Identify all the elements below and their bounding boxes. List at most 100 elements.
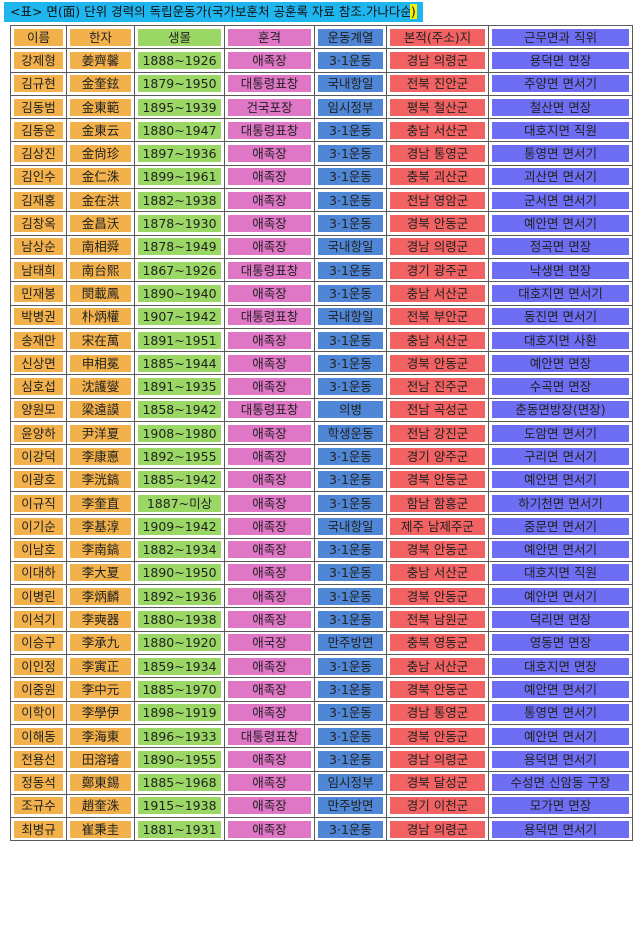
name-text: 이승구 xyxy=(14,634,63,652)
name-text: 강제형 xyxy=(14,51,63,69)
award-text: 애족장 xyxy=(228,378,311,396)
life-text: 1897~1936 xyxy=(138,145,221,163)
life-text: 1885~1970 xyxy=(138,680,221,698)
position-cell: 통영면 면서기 xyxy=(488,700,633,725)
award-text: 대통령표창 xyxy=(228,121,311,139)
award-text: 훈격 xyxy=(228,28,311,46)
origin-text: 전남 곡성군 xyxy=(390,401,485,419)
movement-text: 국내항일 xyxy=(318,238,383,256)
hanja-text: 金東云 xyxy=(70,121,131,139)
origin-cell: 경남 통영군 xyxy=(386,700,489,725)
position-text: 근무면과 직위 xyxy=(492,28,629,46)
position-text: 도암면 면서기 xyxy=(492,424,629,442)
position-cell: 구리면 면서기 xyxy=(488,444,633,469)
life-cell: 1878~1930 xyxy=(134,211,225,236)
origin-cell: 경기 이천군 xyxy=(386,793,489,819)
position-cell: 대호지면 직원 xyxy=(488,560,633,586)
hanja-cell: 鄭東錫 xyxy=(66,770,135,795)
position-cell: 용덕면 면서기 xyxy=(488,817,633,842)
life-text: 1898~1919 xyxy=(138,704,221,722)
name-text: 이강덕 xyxy=(14,447,63,465)
name-text: 이병린 xyxy=(14,587,63,605)
movement-text: 임시정부 xyxy=(318,774,383,792)
movement-text: 3·1운동 xyxy=(318,471,383,489)
life-text: 1896~1933 xyxy=(138,727,221,745)
name-cell: 이기순 xyxy=(10,514,67,539)
life-cell: 1859~1934 xyxy=(134,654,225,679)
origin-text: 충남 서산군 xyxy=(390,331,485,349)
table-row: 이중원 李中元 1885~1970 애족장 3·1운동 경북 안동군 예안면 면서기 xyxy=(10,677,633,702)
table-row: 최병규 崔秉圭 1881~1931 애족장 3·1운동 경남 의령군 용덕면 면서기 xyxy=(10,817,633,842)
life-cell: 1887~미상 xyxy=(134,490,225,516)
movement-cell: 국내항일 xyxy=(314,234,387,259)
origin-cell: 경북 안동군 xyxy=(386,537,489,562)
position-text: 수곡면 면장 xyxy=(492,378,629,396)
independence-activists-table: 이름 한자 생몰 훈격 운동계열 본적(주소)지 근무면과 직위 강제형 姜齊馨 1888~19… xyxy=(10,24,633,842)
name-text: 이남호 xyxy=(14,541,63,559)
award-cell: 대통령표창 xyxy=(224,118,315,143)
movement-text: 3·1운동 xyxy=(318,261,383,279)
origin-cell: 경남 의령군 xyxy=(386,48,489,73)
position-cell: 중문면 면서기 xyxy=(488,514,633,539)
hanja-text: 李承九 xyxy=(70,634,131,652)
table-row: 이규직 李奎直 1887~미상 애족장 3·1운동 함남 함흥군 하기천면 면서기 xyxy=(10,490,633,516)
award-text: 대통령표창 xyxy=(228,401,311,419)
award-text: 애족장 xyxy=(228,238,311,256)
movement-text: 3·1운동 xyxy=(318,541,383,559)
origin-text: 평북 철산군 xyxy=(390,98,485,116)
position-cell: 동진면 면서기 xyxy=(488,304,633,329)
movement-cell: 3·1운동 xyxy=(314,281,387,306)
name-cell: 이중원 xyxy=(10,677,67,702)
award-cell: 애족장 xyxy=(224,700,315,725)
life-cell: 1888~1926 xyxy=(134,48,225,73)
position-cell: 대호지면 면장 xyxy=(488,654,633,679)
origin-text: 충남 서산군 xyxy=(390,284,485,302)
life-text: 1891~1951 xyxy=(138,331,221,349)
name-text: 이인정 xyxy=(14,657,63,675)
origin-cell: 충북 영동군 xyxy=(386,630,489,656)
award-cell: 애족장 xyxy=(224,374,315,399)
position-text: 낙생면 면장 xyxy=(492,261,629,279)
origin-text: 경기 광주군 xyxy=(390,261,485,279)
table-row: 김동범 金東範 1895~1939 건국포장 임시정부 평북 철산군 철산면 면장 xyxy=(10,94,633,120)
position-text: 대호지면 면서기 xyxy=(492,284,629,302)
life-text: 1891~1935 xyxy=(138,378,221,396)
award-text: 애족장 xyxy=(228,517,311,535)
position-text: 중문면 면서기 xyxy=(492,517,629,535)
hanja-text: 李大夏 xyxy=(70,564,131,582)
movement-cell: 임시정부 xyxy=(314,94,387,120)
name-text: 이광호 xyxy=(14,471,63,489)
name-text: 이해동 xyxy=(14,727,63,745)
life-cell: 1885~1942 xyxy=(134,467,225,492)
origin-text: 경남 의령군 xyxy=(390,51,485,69)
hanja-text: 閔載鳳 xyxy=(70,284,131,302)
movement-cell: 국내항일 xyxy=(314,304,387,329)
name-cell: 전용선 xyxy=(10,747,67,772)
life-text: 1858~1942 xyxy=(138,401,221,419)
origin-text: 충남 서산군 xyxy=(390,121,485,139)
name-cell: 신상면 xyxy=(10,351,67,376)
hanja-cell: 李寅正 xyxy=(66,654,135,679)
movement-cell: 3·1운동 xyxy=(314,560,387,586)
table-row: 김상진 金尙珍 1897~1936 애족장 3·1운동 경남 통영군 통영면 면서기 xyxy=(10,141,633,166)
life-cell: 1858~1942 xyxy=(134,397,225,423)
origin-text: 제주 남제주군 xyxy=(390,517,485,535)
life-cell: 1896~1933 xyxy=(134,723,225,749)
origin-text: 경북 안동군 xyxy=(390,680,485,698)
hanja-cell: 宋在萬 xyxy=(66,327,135,353)
award-cell: 애족장 xyxy=(224,817,315,842)
life-text: 1887~미상 xyxy=(138,494,221,512)
movement-cell: 만주방면 xyxy=(314,793,387,819)
position-cell: 수곡면 면장 xyxy=(488,374,633,399)
origin-text: 함남 함흥군 xyxy=(390,494,485,512)
position-cell: 철산면 면장 xyxy=(488,94,633,120)
origin-cell: 전남 곡성군 xyxy=(386,397,489,423)
origin-cell: 경기 양주군 xyxy=(386,444,489,469)
position-cell: 춘동면방장(면장) xyxy=(488,397,633,423)
origin-text: 경북 안동군 xyxy=(390,587,485,605)
origin-text: 경북 안동군 xyxy=(390,727,485,745)
movement-cell: 3·1운동 xyxy=(314,817,387,842)
award-cell: 대통령표창 xyxy=(224,257,315,283)
position-text: 예안면 면서기 xyxy=(492,727,629,745)
hanja-cell: 田溶璿 xyxy=(66,747,135,772)
